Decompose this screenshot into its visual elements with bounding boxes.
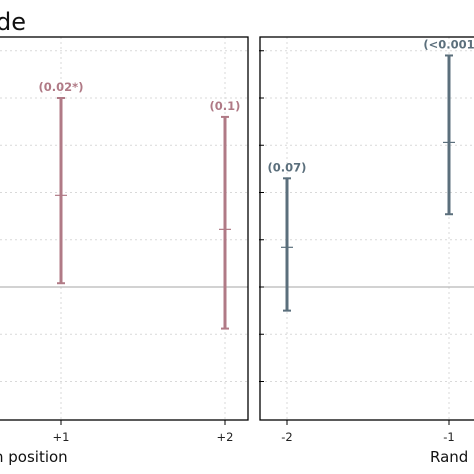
x-tick-label: +2 <box>217 430 234 444</box>
p-value-label: (<0.001 <box>423 37 474 51</box>
x-tick-label: +1 <box>53 430 70 444</box>
x-tick-label: -2 <box>281 430 292 444</box>
p-value-label: (0.07) <box>268 160 307 174</box>
panel-left: +1 +2 n position (0.02*) (0.1) <box>0 36 249 466</box>
panel-frame-right <box>259 36 474 421</box>
panel-right: -2 -1 Rand (0.07) (<0.001 <box>259 36 474 466</box>
p-value-label: (0.1) <box>210 99 241 113</box>
p-value-label: (0.02*) <box>39 80 84 94</box>
x-axis-label-right: Rand <box>430 448 468 466</box>
chart-title: de <box>0 8 26 36</box>
panel-frame-left <box>0 36 249 421</box>
x-axis-label-left: n position <box>0 448 68 466</box>
x-tick-label: -1 <box>443 430 454 444</box>
chart-panels: +1 +2 n position (0.02*) (0.1) -2 -1 Rand (0.07)… <box>0 36 474 466</box>
